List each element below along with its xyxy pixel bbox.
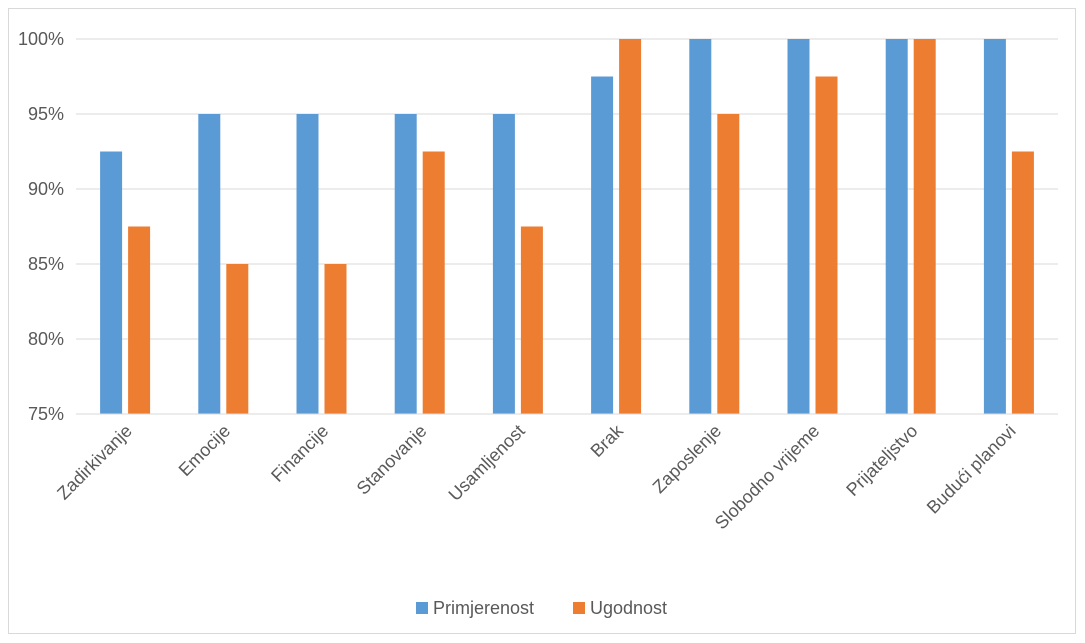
- bar-primjerenost: [787, 39, 810, 414]
- legend-label: Primjerenost: [433, 598, 534, 618]
- x-category-label: Usamljenost: [445, 421, 529, 505]
- legend: Primjerenost Ugodnost: [416, 598, 667, 618]
- x-category-label: Prijateljstvo: [842, 421, 921, 500]
- x-category-label: Zaposlenje: [649, 421, 725, 497]
- bar-ugodnost: [815, 76, 838, 414]
- bar-primjerenost: [983, 39, 1006, 414]
- x-category-label: Budući planovi: [923, 421, 1020, 518]
- bar-primjerenost: [100, 151, 123, 414]
- y-tick-label: 80%: [28, 329, 64, 349]
- x-category-label: Slobodno vrijeme: [711, 421, 823, 533]
- x-category-label: Brak: [587, 420, 628, 461]
- bar-primjerenost: [591, 76, 614, 414]
- bar-ugodnost: [520, 226, 543, 414]
- bars: [100, 39, 1034, 414]
- y-tick-label: 85%: [28, 254, 64, 274]
- bar-ugodnost: [913, 39, 936, 414]
- y-tick-label: 90%: [28, 179, 64, 199]
- bar-ugodnost: [422, 151, 445, 414]
- y-tick-label: 75%: [28, 404, 64, 424]
- x-category-label: Emocije: [175, 421, 234, 480]
- bar-ugodnost: [717, 114, 740, 414]
- x-category-label: Financije: [267, 421, 332, 486]
- bar-ugodnost: [619, 39, 642, 414]
- y-tick-label: 100%: [18, 29, 64, 49]
- bar-ugodnost: [128, 226, 151, 414]
- legend-swatch: [573, 602, 585, 614]
- x-axis-category-labels: Zadirkivanje Emocije Financije Stanovanje Us…: [53, 420, 1020, 533]
- bar-primjerenost: [394, 114, 417, 414]
- bar-ugodnost: [226, 264, 249, 414]
- bar-primjerenost: [885, 39, 908, 414]
- y-tick-label: 95%: [28, 104, 64, 124]
- bar-ugodnost: [324, 264, 347, 414]
- x-category-label: Stanovanje: [353, 421, 431, 499]
- legend-swatch: [416, 602, 428, 614]
- bar-primjerenost: [689, 39, 712, 414]
- x-category-label: Zadirkivanje: [53, 421, 136, 504]
- y-axis-tick-labels: 75% 80% 85% 90% 95% 100%: [18, 29, 64, 424]
- bar-primjerenost: [492, 114, 515, 414]
- bar-ugodnost: [1011, 151, 1034, 414]
- bar-primjerenost: [198, 114, 221, 414]
- gridlines: [76, 38, 1058, 340]
- legend-label: Ugodnost: [590, 598, 667, 618]
- bar-primjerenost: [296, 114, 319, 414]
